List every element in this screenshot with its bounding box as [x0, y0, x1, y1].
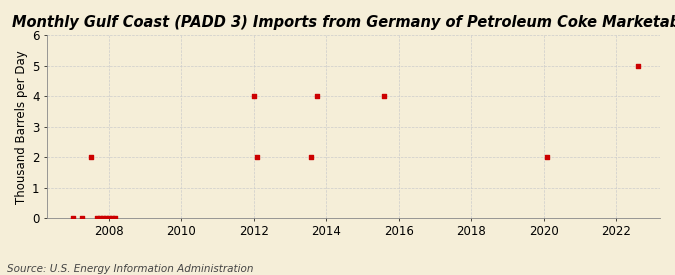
- Point: [632, 64, 643, 68]
- Point: [312, 94, 323, 98]
- Point: [541, 155, 552, 159]
- Point: [95, 216, 105, 220]
- Point: [92, 216, 103, 220]
- Point: [103, 216, 114, 220]
- Point: [76, 216, 87, 220]
- Point: [86, 155, 97, 159]
- Point: [110, 216, 121, 220]
- Point: [68, 216, 78, 220]
- Y-axis label: Thousand Barrels per Day: Thousand Barrels per Day: [15, 50, 28, 204]
- Point: [97, 216, 108, 220]
- Point: [252, 155, 263, 159]
- Title: Monthly Gulf Coast (PADD 3) Imports from Germany of Petroleum Coke Marketable: Monthly Gulf Coast (PADD 3) Imports from…: [12, 15, 675, 30]
- Point: [101, 216, 111, 220]
- Text: Source: U.S. Energy Information Administration: Source: U.S. Energy Information Administ…: [7, 264, 253, 274]
- Point: [107, 216, 117, 220]
- Point: [379, 94, 389, 98]
- Point: [248, 94, 259, 98]
- Point: [306, 155, 317, 159]
